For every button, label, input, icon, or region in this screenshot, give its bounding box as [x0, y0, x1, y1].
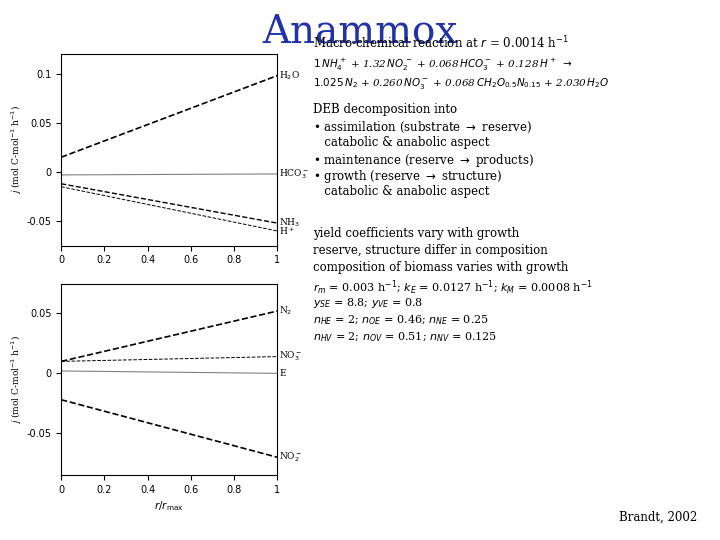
- Text: Brandt, 2002: Brandt, 2002: [619, 510, 698, 523]
- Text: H$^+$: H$^+$: [279, 225, 295, 237]
- Text: HCO$_3^-$: HCO$_3^-$: [279, 167, 310, 181]
- Text: DEB decomposition into: DEB decomposition into: [313, 103, 457, 116]
- Text: • maintenance (reserve $\rightarrow$ products): • maintenance (reserve $\rightarrow$ pro…: [313, 152, 534, 169]
- Text: reserve, structure differ in composition: reserve, structure differ in composition: [313, 244, 548, 257]
- X-axis label: $r/r_{\mathrm{max}}$: $r/r_{\mathrm{max}}$: [154, 499, 184, 513]
- Y-axis label: $j$ (mol C-mol$^{-1}$ h$^{-1}$): $j$ (mol C-mol$^{-1}$ h$^{-1}$): [9, 105, 24, 194]
- Text: $n_{HE}$ = 2; $n_{OE}$ = 0.46; $n_{NE}$ = 0.25: $n_{HE}$ = 2; $n_{OE}$ = 0.46; $n_{NE}$ …: [313, 313, 489, 327]
- Text: $1\,NH_4^+$ + 1.32$\,NO_2^-$ + 0.068$\,HCO_3^-$ + 0.128$\,H^+$ $\rightarrow$: $1\,NH_4^+$ + 1.32$\,NO_2^-$ + 0.068$\,H…: [313, 57, 573, 73]
- Text: $n_{HV}$ = 2; $n_{OV}$ = 0.51; $n_{NV}$ = 0.125: $n_{HV}$ = 2; $n_{OV}$ = 0.51; $n_{NV}$ …: [313, 330, 498, 344]
- Text: Anammox: Anammox: [262, 14, 458, 51]
- Text: H$_2$O: H$_2$O: [279, 69, 300, 82]
- Text: catabolic & anabolic aspect: catabolic & anabolic aspect: [313, 136, 490, 149]
- Text: $r_m$ = 0.003 h$^{-1}$; $k_E$ = 0.0127 h$^{-1}$; $k_M$ = 0.0008 h$^{-1}$: $r_m$ = 0.003 h$^{-1}$; $k_E$ = 0.0127 h…: [313, 279, 593, 297]
- Text: • growth (reserve $\rightarrow$ structure): • growth (reserve $\rightarrow$ structur…: [313, 168, 503, 185]
- Text: $1.025\,N_2$ + 0.260$\,NO_3^-$ + 0.068$\,CH_2O_{0.5}N_{0.15}$ + 2.030$\,H_2O$: $1.025\,N_2$ + 0.260$\,NO_3^-$ + 0.068$\…: [313, 76, 610, 91]
- Text: E: E: [279, 369, 286, 378]
- Text: composition of biomass varies with growth: composition of biomass varies with growt…: [313, 261, 569, 274]
- Text: • assimilation (substrate $\rightarrow$ reserve): • assimilation (substrate $\rightarrow$ …: [313, 120, 532, 135]
- Text: N$_2$: N$_2$: [279, 305, 293, 318]
- Text: NO$_3^-$: NO$_3^-$: [279, 350, 302, 363]
- Text: NH$_3$: NH$_3$: [279, 217, 301, 230]
- Text: Macro-chemical reaction at $r$ = 0.0014 h$^{-1}$: Macro-chemical reaction at $r$ = 0.0014 …: [313, 35, 569, 52]
- Text: yield coefficients vary with growth: yield coefficients vary with growth: [313, 227, 519, 240]
- Text: $y_{SE}$ = 8.8; $y_{VE}$ = 0.8: $y_{SE}$ = 8.8; $y_{VE}$ = 0.8: [313, 296, 423, 310]
- Text: NO$_2^-$: NO$_2^-$: [279, 450, 302, 464]
- Y-axis label: $j$ (mol C-mol$^{-1}$ h$^{-1}$): $j$ (mol C-mol$^{-1}$ h$^{-1}$): [9, 335, 24, 424]
- Text: catabolic & anabolic aspect: catabolic & anabolic aspect: [313, 185, 490, 198]
